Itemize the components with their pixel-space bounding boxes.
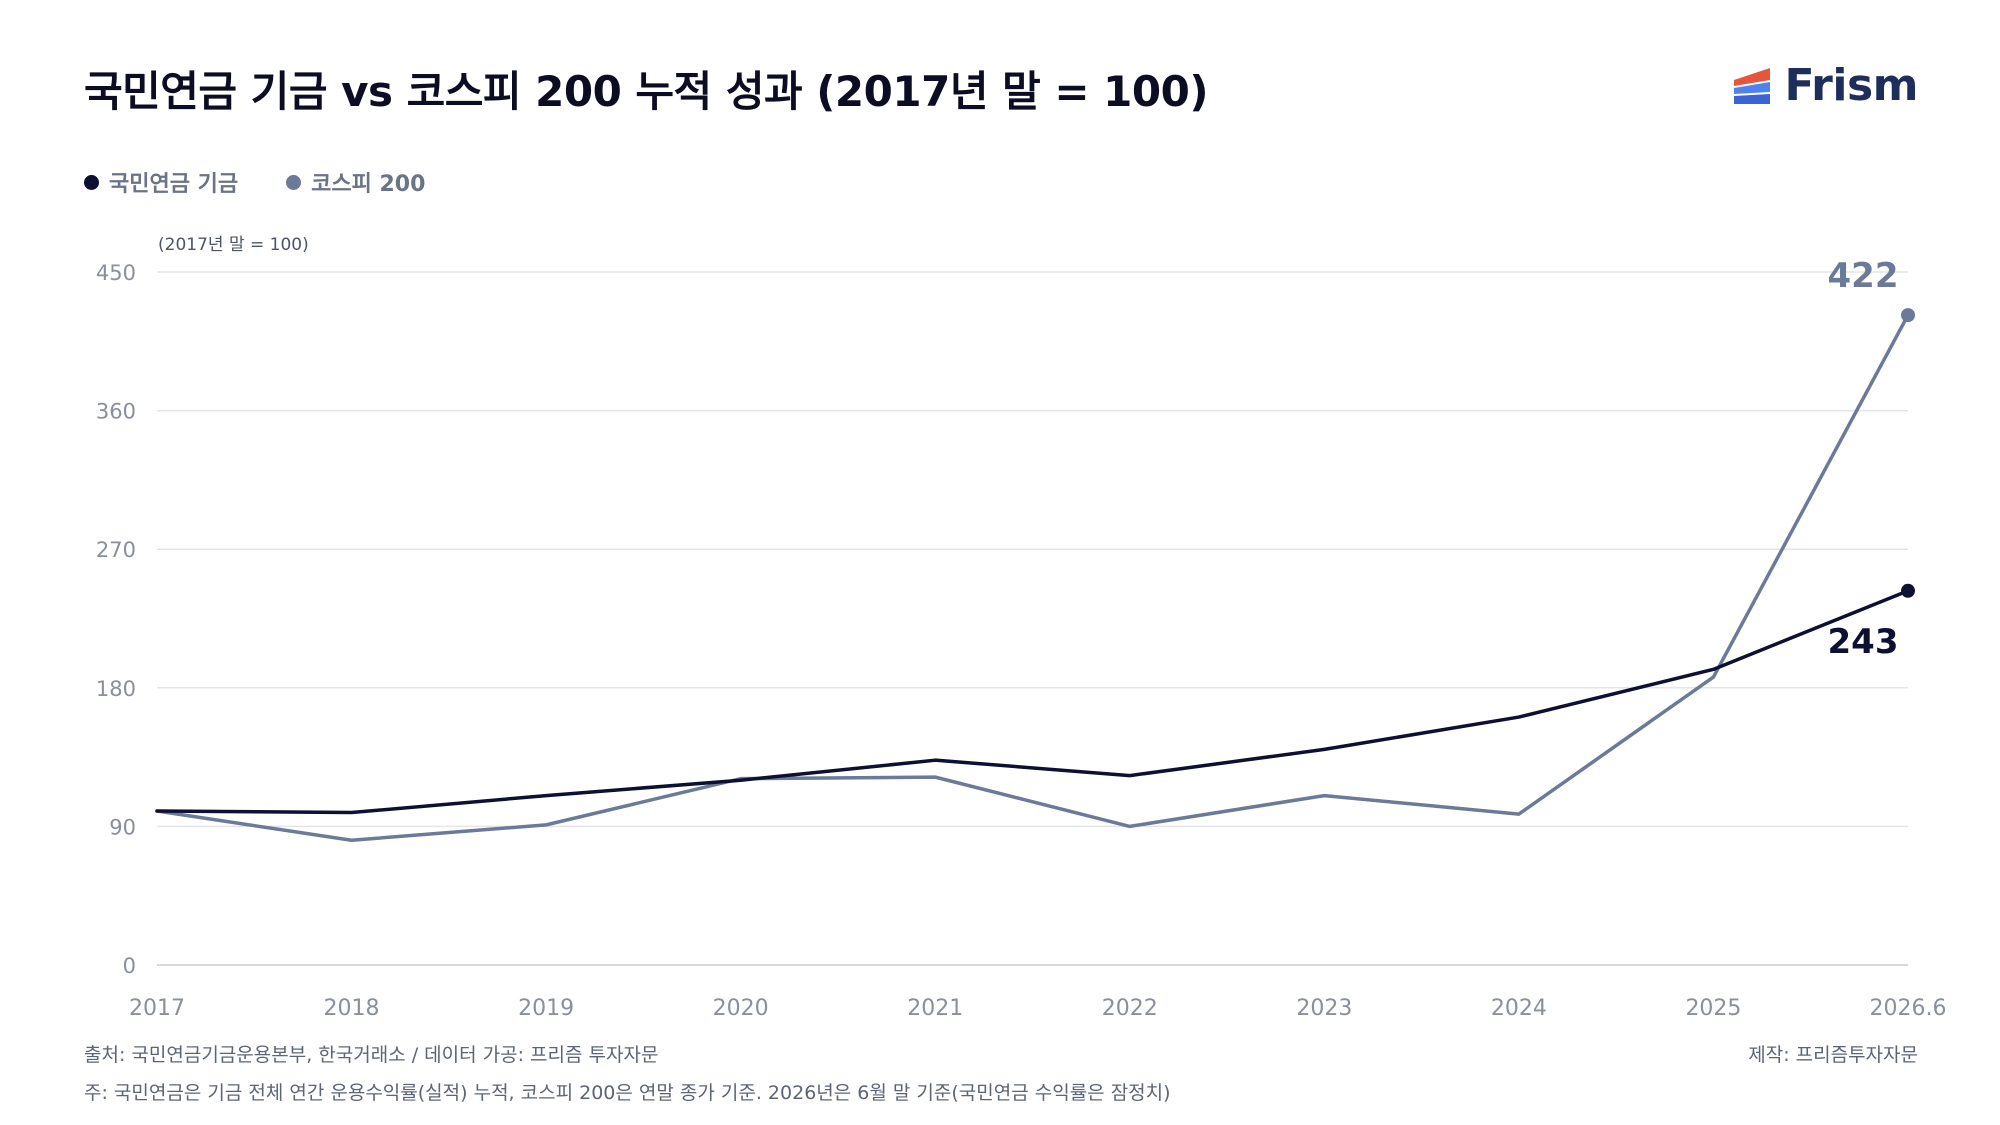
x-tick-label: 2021 <box>907 996 963 1021</box>
end-label-nps: 243 <box>1828 622 1899 662</box>
legend-label-nps: 국민연금 기금 <box>109 172 239 197</box>
series-line-kospi200 <box>155 313 1910 843</box>
end-point-kospi200 <box>1901 308 1915 323</box>
x-tick-label: 2018 <box>324 996 380 1021</box>
x-tick-label: 2020 <box>713 996 769 1021</box>
series-line-nps <box>155 589 1910 815</box>
legend-item-nps: 국민연금 기금 <box>84 166 238 198</box>
legend-marker-kospi200 <box>286 174 302 190</box>
footnote: 주: 국민연금은 기금 전체 연간 운용수익률(실적) 누적, 코스피 200은… <box>84 1082 1171 1104</box>
legend-item-kospi200: 코스피 200 <box>286 166 425 198</box>
brand-logo: Frism <box>1732 60 1918 111</box>
line-chart: (2017년 말 = 100) 0 90 180 270 360 450 2017 2018 20… <box>96 235 1947 1021</box>
x-tick-label: 2026.6 <box>1870 996 1947 1021</box>
legend-marker-nps <box>84 174 99 190</box>
frism-logo-icon <box>1734 67 1771 104</box>
y-tick-label: 0 <box>123 954 136 978</box>
end-point-nps <box>1901 583 1915 598</box>
y-tick-label: 450 <box>96 261 136 285</box>
legend-label-kospi200: 코스피 200 <box>311 172 426 197</box>
producer-note: 제작: 프리즘투자자문 <box>1748 1044 1918 1066</box>
y-tick-label: 360 <box>96 400 136 424</box>
chart-title: 국민연금 기금 vs 코스피 200 누적 성과 (2017년 말 = 100) <box>84 67 1209 116</box>
x-tick-label: 2019 <box>518 996 574 1021</box>
y-tick-label: 270 <box>96 538 136 562</box>
y-tick-label: 180 <box>96 677 136 701</box>
end-label-kospi200: 422 <box>1828 256 1899 296</box>
source-note: 출처: 국민연금기금운용본부, 한국거래소 / 데이터 가공: 프리즘 투자자문 <box>84 1044 659 1066</box>
brand-name: Frism <box>1784 60 1918 111</box>
chart-legend: 국민연금 기금 코스피 200 <box>84 166 473 198</box>
x-tick-label: 2024 <box>1491 996 1547 1021</box>
y-tick-label: 90 <box>109 815 136 839</box>
x-tick-label: 2025 <box>1685 996 1741 1021</box>
x-tick-label: 2017 <box>129 996 185 1021</box>
x-tick-label: 2022 <box>1102 996 1158 1021</box>
y-axis-unit-label: (2017년 말 = 100) <box>158 235 309 255</box>
x-tick-label: 2023 <box>1296 996 1352 1021</box>
